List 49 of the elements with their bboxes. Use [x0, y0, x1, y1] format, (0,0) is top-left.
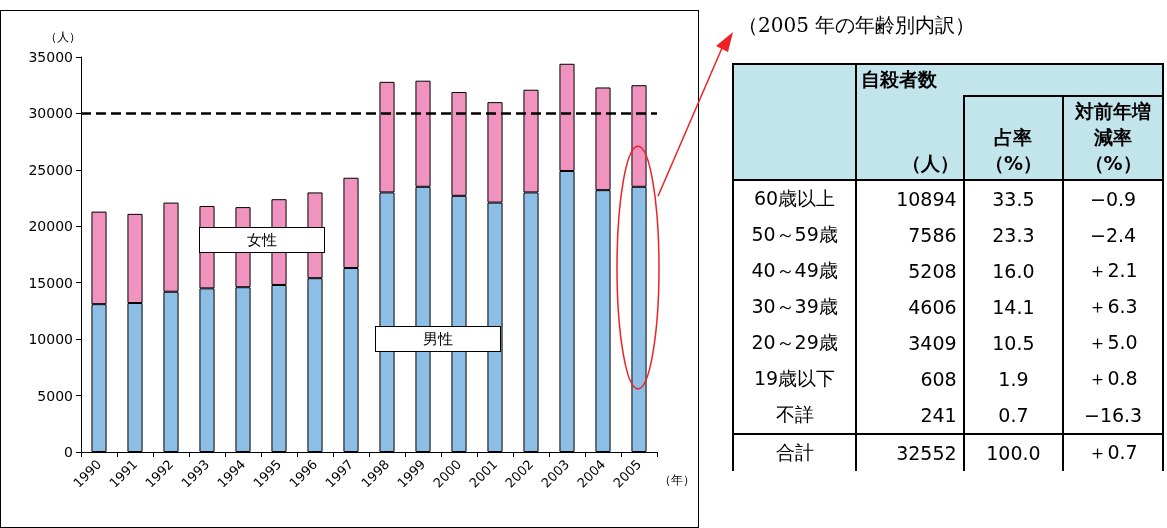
text: 自殺者数: [861, 68, 938, 90]
y-axis-title: （人）: [45, 30, 81, 44]
y-tick-label: 15000: [28, 274, 73, 291]
data-label: 23.3: [963, 217, 1064, 253]
data-label: 608: [856, 361, 964, 397]
category-label: 不詳: [733, 397, 857, 434]
data-label: 16.0: [963, 253, 1064, 289]
data-label: ＋0.8: [1063, 361, 1163, 397]
category-label: 19歳以下: [733, 361, 857, 397]
text: （2005 年の年齢別内訳）: [738, 12, 977, 39]
data-label: 100.0: [963, 434, 1064, 471]
data-label: 0.7: [963, 397, 1064, 434]
data-label: 10894: [856, 180, 964, 217]
data-label: 1.9: [963, 361, 1064, 397]
text: 占率（%）: [963, 96, 1064, 180]
data-label: −2.4: [1063, 217, 1163, 253]
y-tick-label: 5000: [37, 387, 73, 404]
category-label: 50～59歳: [733, 217, 857, 253]
y-tick-label: 30000: [28, 105, 73, 122]
category-label: 20～29歳: [733, 325, 857, 361]
text: 対前年増減率（%）: [1063, 96, 1163, 180]
y-tick-label: 10000: [28, 331, 73, 348]
category-label: 60歳以上: [733, 180, 857, 217]
y-tick-label: 0: [64, 444, 73, 460]
data-label: 10.5: [963, 325, 1064, 361]
category-label: 30～39歳: [733, 289, 857, 325]
data-label: ＋5.0: [1063, 325, 1163, 361]
category-label: 40～49歳: [733, 253, 857, 289]
data-label: 3409: [856, 325, 964, 361]
data-label: −0.9: [1063, 180, 1163, 217]
name-tag: 男性: [375, 326, 502, 353]
text: （人）: [856, 96, 964, 180]
data-label: 32552: [856, 434, 964, 471]
data-label: 241: [856, 397, 964, 434]
data-label: 4606: [856, 289, 964, 325]
data-label: 33.5: [963, 180, 1064, 217]
data-label: 7586: [856, 217, 964, 253]
data-label: 14.1: [963, 289, 1064, 325]
data-label: ＋0.7: [1063, 434, 1163, 471]
y-tick-label: 35000: [28, 49, 73, 65]
data-label: ＋6.3: [1063, 289, 1163, 325]
data-label: −16.3: [1063, 397, 1163, 434]
category-label: 合計: [733, 434, 857, 471]
y-tick-label: 25000: [28, 161, 73, 178]
x-axis-title: （年）: [659, 473, 695, 487]
data-label: ＋2.1: [1063, 253, 1163, 289]
data-label: 5208: [856, 253, 964, 289]
y-tick-label: 20000: [28, 218, 73, 235]
name-tag: 女性: [199, 226, 325, 253]
